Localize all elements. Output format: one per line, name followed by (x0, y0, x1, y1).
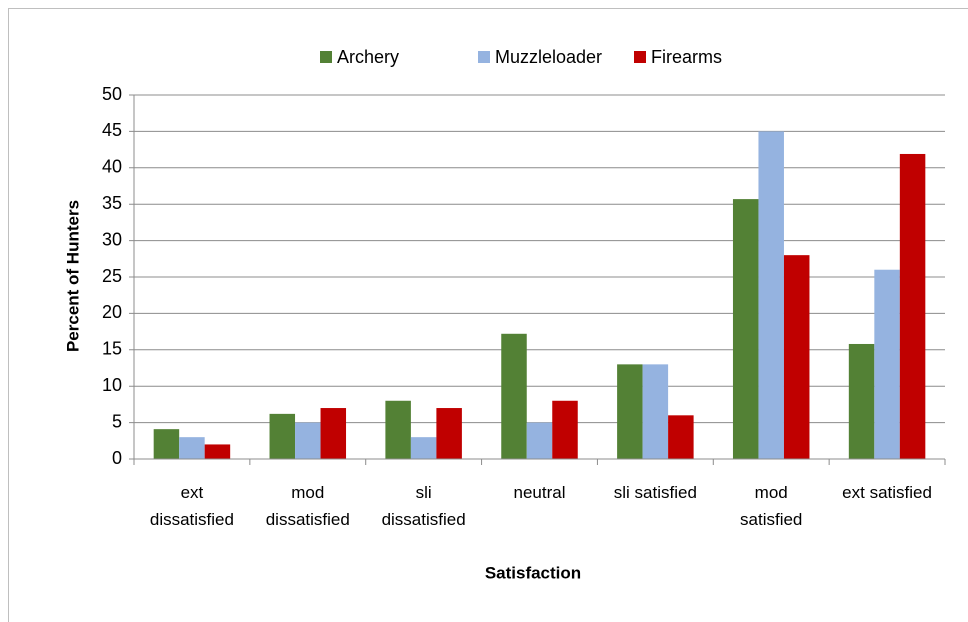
y-tick-label: 25 (102, 266, 122, 286)
x-tick-label: neutral (513, 483, 566, 502)
x-tick-label: sli satisfied (613, 483, 697, 502)
bar (758, 131, 784, 459)
bar (320, 408, 347, 459)
bar (153, 429, 180, 459)
bar (179, 437, 205, 459)
x-axis-title: Satisfaction (485, 563, 581, 582)
x-tick-label: mod satisfied (740, 483, 803, 529)
x-tick-label: ext satisfied (842, 483, 932, 502)
y-tick-label: 30 (102, 229, 122, 249)
bar (874, 269, 900, 459)
bar (899, 153, 926, 459)
bar (526, 422, 553, 459)
legend-swatch (478, 51, 490, 63)
y-tick-label: 40 (102, 157, 122, 177)
y-tick-label: 50 (102, 84, 122, 104)
x-tick-label: sli dissatisfied (381, 483, 466, 529)
bar (848, 343, 875, 459)
bar (642, 364, 669, 459)
bar (204, 444, 231, 459)
legend-label: Muzzleloader (495, 47, 602, 67)
bar (436, 408, 462, 459)
bar (295, 422, 321, 459)
bar (783, 255, 810, 459)
bar (668, 415, 694, 459)
bar (732, 199, 759, 459)
y-tick-label: 15 (102, 339, 122, 359)
bar (410, 437, 437, 459)
y-tick-label: 10 (102, 375, 122, 395)
y-axis-title: Percent of Hunters (63, 200, 82, 352)
bar (385, 400, 411, 459)
y-tick-label: 0 (112, 448, 122, 468)
bar (269, 413, 296, 459)
bar (552, 400, 578, 459)
legend-swatch (320, 51, 332, 63)
x-tick-label: ext dissatisfied (149, 483, 234, 529)
legend-label: Firearms (651, 47, 722, 67)
bar (501, 333, 527, 459)
legend-swatch (634, 51, 646, 63)
chart-frame (8, 8, 968, 622)
x-tick-label: mod dissatisfied (265, 483, 350, 529)
y-tick-label: 5 (112, 411, 122, 431)
y-tick-label: 20 (102, 302, 122, 322)
bar (617, 364, 643, 459)
y-tick-label: 35 (102, 193, 122, 213)
legend-label: Archery (337, 47, 399, 67)
y-tick-label: 45 (102, 120, 122, 140)
